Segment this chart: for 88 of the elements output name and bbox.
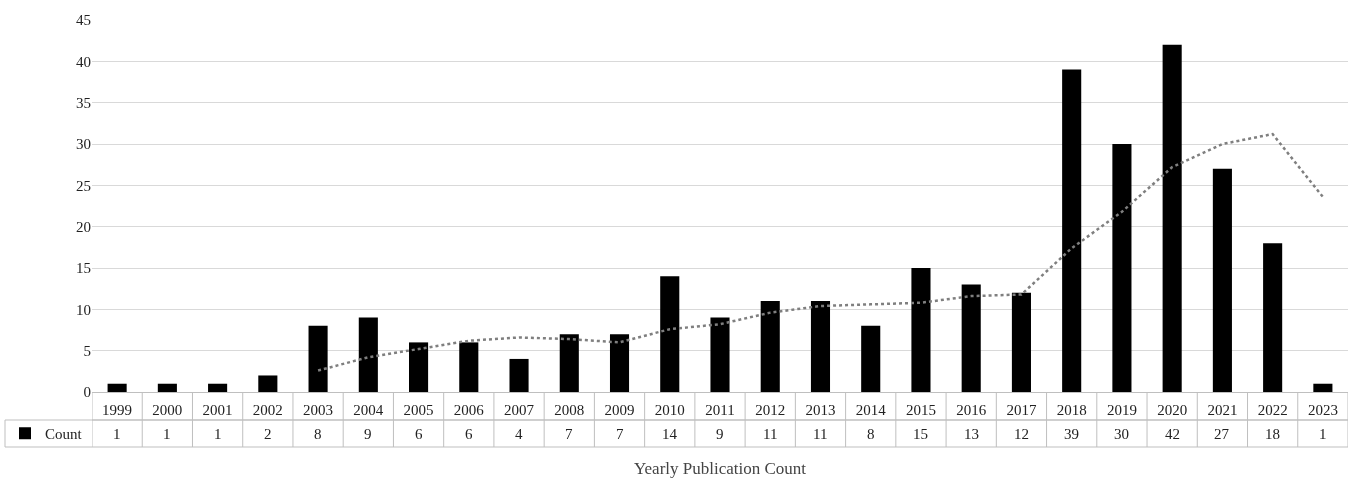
x-tick-label: 2001	[202, 402, 233, 418]
data-label: 1	[113, 426, 121, 442]
bar	[1212, 168, 1232, 392]
y-tick-label: 0	[83, 384, 91, 401]
x-tick-label: 2002	[252, 402, 283, 418]
data-label: 9	[716, 426, 724, 442]
y-tick-label: 30	[76, 136, 91, 153]
x-tick-label: 2006	[453, 402, 485, 418]
data-label: 15	[913, 426, 928, 442]
bar	[1112, 144, 1132, 392]
legend-label: Count	[45, 426, 83, 443]
y-tick-label: 20	[76, 218, 91, 235]
data-label: 42	[1165, 426, 1180, 442]
bar	[710, 317, 730, 392]
y-tick-label: 45	[76, 12, 91, 29]
x-tick-label: 2007	[504, 402, 535, 418]
bar	[1162, 44, 1182, 392]
y-tick-label: 40	[76, 53, 91, 70]
bar	[308, 325, 328, 392]
data-label: 8	[867, 426, 875, 442]
bar	[1263, 243, 1283, 392]
bar	[1313, 383, 1333, 392]
data-label: 4	[515, 426, 523, 442]
x-tick-label: 2009	[604, 402, 635, 418]
data-label: 1	[214, 426, 222, 442]
data-label: 9	[364, 426, 372, 442]
x-tick-label: 2010	[654, 402, 685, 418]
bar	[1062, 69, 1082, 392]
x-tick-label: 2016	[956, 402, 987, 418]
x-tick-label: 2003	[303, 402, 334, 418]
bar	[509, 358, 529, 392]
line-series	[316, 132, 1325, 372]
x-axis-title: Yearly Publication Count	[634, 459, 807, 478]
bar	[810, 301, 831, 392]
bar	[861, 325, 881, 392]
x-tick-label: 2021	[1207, 402, 1238, 418]
bar	[358, 317, 378, 392]
data-label: 27	[1214, 426, 1230, 442]
data-label: 18	[1265, 426, 1280, 442]
bar	[157, 383, 177, 392]
data-label: 1	[1319, 426, 1327, 442]
data-label: 7	[616, 426, 624, 442]
x-tick-label: 2018	[1056, 402, 1087, 418]
x-tick-label: 2020	[1157, 402, 1188, 418]
data-label: 13	[964, 426, 979, 442]
data-label: 7	[565, 426, 573, 442]
data-label: 39	[1064, 426, 1079, 442]
data-label: 11	[813, 426, 828, 442]
x-tick-label: 2014	[855, 402, 887, 418]
x-tick-label: 2005	[403, 402, 434, 418]
x-tick-label: 2004	[353, 402, 384, 418]
y-tick-label: 10	[76, 301, 91, 318]
bar	[1011, 292, 1031, 392]
x-tick-label: 2015	[905, 402, 936, 418]
data-label: 1	[163, 426, 171, 442]
x-tick-label: 2023	[1307, 402, 1338, 418]
x-tick-label: 2017	[1006, 402, 1037, 418]
bar	[660, 276, 680, 392]
data-label: 14	[662, 426, 678, 442]
data-label: 6	[465, 426, 473, 442]
x-tick-label: 2008	[554, 402, 585, 418]
y-tick-label: 25	[76, 177, 91, 194]
x-tick-label: 2011	[705, 402, 735, 418]
bar	[107, 383, 127, 392]
x-tick-label: 2019	[1106, 402, 1137, 418]
x-tick-label: 1999	[102, 402, 133, 418]
y-tick-label: 5	[83, 342, 91, 359]
data-label: 12	[1014, 426, 1029, 442]
bar	[961, 284, 981, 392]
bar	[559, 334, 579, 392]
data-label: 2	[264, 426, 272, 442]
x-tick-label: 2022	[1257, 402, 1288, 418]
data-label: 6	[415, 426, 423, 442]
x-tick-label: 2013	[805, 402, 836, 418]
data-label: 8	[314, 426, 322, 442]
data-label: 30	[1114, 426, 1129, 442]
x-tick-label: 2012	[755, 402, 786, 418]
bar	[911, 268, 931, 392]
bar	[258, 375, 278, 392]
x-tick-label: 2000	[152, 402, 183, 418]
y-tick-label: 15	[76, 260, 91, 277]
bar	[208, 383, 228, 392]
y-tick-label: 35	[76, 94, 91, 111]
bar	[459, 342, 479, 392]
data-label: 11	[763, 426, 778, 442]
bar	[609, 334, 630, 392]
bar	[760, 301, 780, 392]
bar	[409, 342, 429, 392]
